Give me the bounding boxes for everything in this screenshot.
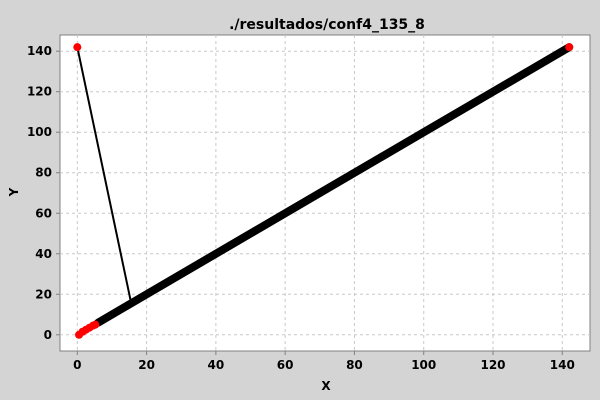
y-tick-label: 60 (35, 206, 52, 220)
x-tick-label: 120 (480, 358, 505, 372)
y-tick-label: 120 (27, 85, 52, 99)
red-point-marker (91, 320, 100, 329)
x-tick-label: 140 (550, 358, 575, 372)
y-tick-label: 80 (35, 166, 52, 180)
y-tick-label: 140 (27, 44, 52, 58)
connector-line (76, 46, 132, 303)
x-tick-label: 100 (411, 358, 436, 372)
y-axis-label: Y (7, 187, 21, 197)
y-tick-label: 40 (35, 247, 52, 261)
x-tick-label: 0 (73, 358, 81, 372)
chart-title: ./resultados/conf4_135_8 (229, 17, 425, 33)
x-tick-label: 20 (138, 358, 155, 372)
x-axis-label: X (321, 379, 331, 393)
axis-ticks: 0 20 40 60 80 100 120 140 0 20 40 60 80 100 120 140 (27, 44, 575, 372)
series-layer (73, 43, 574, 339)
red-point-marker (565, 43, 574, 52)
red-point-marker (73, 43, 82, 52)
y-tick-label: 100 (27, 125, 52, 139)
x-tick-label: 80 (346, 358, 363, 372)
y-tick-label: 0 (44, 328, 52, 342)
y-tick-label: 20 (35, 287, 52, 301)
diagonal-trajectory (94, 43, 574, 327)
x-tick-label: 40 (208, 358, 225, 372)
x-tick-label: 60 (277, 358, 294, 372)
grid (60, 35, 590, 351)
